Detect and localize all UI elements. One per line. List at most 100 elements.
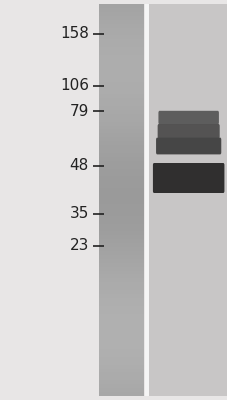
Bar (99, 337, 143, 341)
Bar (99, 67, 143, 71)
Bar (99, 380, 143, 384)
Bar (99, 47, 143, 51)
Text: 35: 35 (69, 206, 89, 222)
Bar (99, 228, 143, 231)
FancyBboxPatch shape (158, 111, 218, 124)
Bar (99, 153, 143, 157)
Bar (99, 259, 143, 263)
Bar (99, 192, 143, 196)
Bar (99, 149, 143, 153)
Bar (99, 118, 143, 122)
Bar (99, 200, 143, 204)
Bar (99, 286, 143, 290)
Bar (99, 137, 143, 141)
Bar (99, 39, 143, 43)
Bar (144, 4, 148, 396)
Bar (99, 255, 143, 259)
Bar (99, 376, 143, 380)
Bar (99, 16, 143, 20)
Bar (99, 157, 143, 161)
Bar (99, 169, 143, 172)
Bar (99, 345, 143, 349)
Bar (99, 251, 143, 255)
Text: 79: 79 (69, 104, 89, 119)
Bar (99, 224, 143, 228)
Bar (99, 133, 143, 137)
Bar (99, 329, 143, 333)
Bar (99, 122, 143, 126)
Bar (99, 102, 143, 106)
Bar (99, 290, 143, 294)
Bar (99, 130, 143, 133)
Bar (99, 212, 143, 216)
Bar (99, 372, 143, 376)
Bar (99, 282, 143, 286)
Bar (99, 322, 143, 326)
Text: 106: 106 (60, 78, 89, 94)
Bar (99, 310, 143, 314)
Bar (99, 86, 143, 90)
Bar (99, 8, 143, 12)
Bar (99, 106, 143, 110)
Bar (99, 59, 143, 63)
FancyBboxPatch shape (155, 138, 220, 154)
Bar (99, 78, 143, 82)
Bar (99, 98, 143, 102)
Bar (99, 82, 143, 86)
Bar (99, 71, 143, 74)
Bar (99, 51, 143, 55)
Bar (99, 176, 143, 180)
Bar (99, 220, 143, 224)
Bar (99, 270, 143, 274)
Bar (99, 314, 143, 318)
Bar (99, 24, 143, 28)
Bar (99, 63, 143, 67)
Bar (99, 353, 143, 357)
Bar (99, 208, 143, 212)
Text: 48: 48 (69, 158, 89, 174)
Bar (99, 94, 143, 98)
Bar (99, 35, 143, 39)
Bar (99, 172, 143, 176)
Bar (99, 298, 143, 302)
Bar (99, 32, 143, 35)
Bar (99, 318, 143, 322)
Bar (99, 278, 143, 282)
Bar (99, 55, 143, 59)
Bar (99, 90, 143, 94)
Bar (99, 306, 143, 310)
Bar (99, 392, 143, 396)
Bar (99, 204, 143, 208)
Bar (99, 357, 143, 361)
Bar (99, 365, 143, 368)
Bar (99, 231, 143, 235)
Bar (99, 267, 143, 270)
Bar (99, 165, 143, 169)
Text: 158: 158 (60, 26, 89, 42)
FancyBboxPatch shape (152, 163, 223, 193)
Bar (99, 180, 143, 184)
Bar (99, 216, 143, 220)
Bar (99, 235, 143, 239)
Bar (99, 126, 143, 130)
Bar (99, 12, 143, 16)
Bar (99, 239, 143, 243)
Bar (99, 110, 143, 114)
FancyBboxPatch shape (157, 124, 219, 138)
Bar (99, 243, 143, 247)
Bar (99, 274, 143, 278)
Bar (99, 145, 143, 149)
Bar (99, 43, 143, 47)
Bar (99, 302, 143, 306)
Bar (99, 341, 143, 345)
Bar (99, 263, 143, 267)
Bar (99, 74, 143, 78)
Bar (99, 361, 143, 365)
Bar (99, 388, 143, 392)
Bar (99, 326, 143, 329)
Bar (99, 20, 143, 24)
Bar (99, 184, 143, 188)
Bar (99, 141, 143, 145)
Bar (99, 294, 143, 298)
Bar (149, 4, 227, 396)
